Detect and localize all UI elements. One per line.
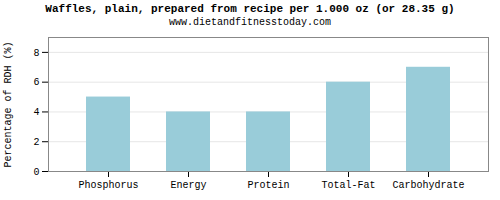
html-text:Waffles, plain, prepared from: Waffles, plain, prepared from recipe per…	[45, 3, 455, 15]
svg-text:Percentage of RDH (%): Percentage of RDH (%)	[3, 41, 14, 167]
svg-text:Protein: Protein	[247, 180, 289, 191]
html-text:www.dietandfitnesstoday.com: www.dietandfitnesstoday.com	[169, 17, 331, 28]
svg-text:Total-Fat: Total-Fat	[321, 180, 375, 191]
svg-text:Phosphorus: Phosphorus	[78, 180, 138, 191]
svg-text:Energy: Energy	[170, 180, 206, 191]
svg-text:6: 6	[33, 77, 39, 88]
svg-text:0: 0	[33, 167, 39, 178]
svg-text:Carbohydrate: Carbohydrate	[392, 180, 464, 191]
svg-text:4: 4	[33, 107, 39, 118]
svg-text:8: 8	[33, 48, 39, 59]
svg-text:2: 2	[33, 137, 39, 148]
